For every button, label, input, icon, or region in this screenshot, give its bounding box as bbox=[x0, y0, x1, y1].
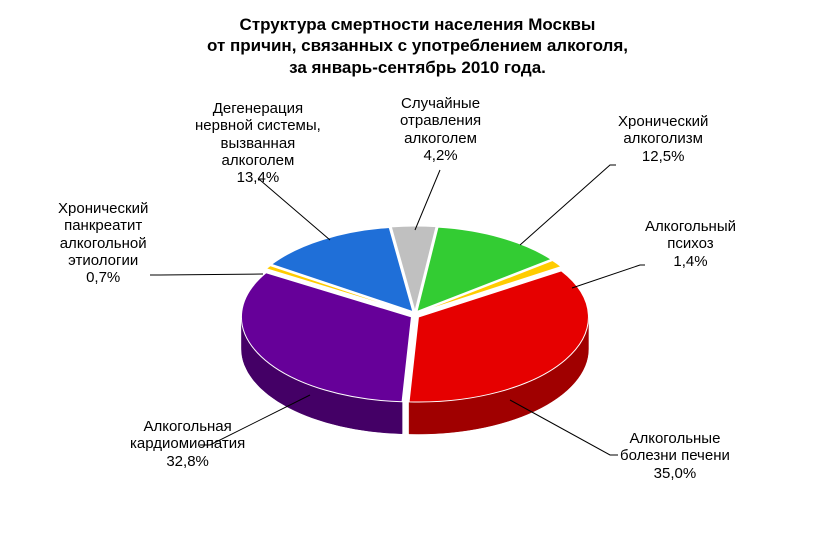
slice-label-text: Случайные отравления алкоголем bbox=[400, 95, 481, 147]
slice-label-text: Хронический алкоголизм bbox=[618, 113, 708, 148]
slice-label-text: Алкогольная кардиомиопатия bbox=[130, 418, 245, 453]
slice-label-text: Алкогольные болезни печени bbox=[620, 430, 730, 465]
leader-line bbox=[415, 170, 440, 230]
chart-canvas: Структура смертности населения Москвы от… bbox=[0, 0, 835, 533]
slice-label: Алкогольная кардиомиопатия32,8% bbox=[130, 418, 245, 470]
leader-line bbox=[150, 274, 263, 275]
slice-label-pct: 12,5% bbox=[618, 148, 708, 165]
slice-label-pct: 0,7% bbox=[58, 269, 148, 286]
slice-label: Хронический алкоголизм12,5% bbox=[618, 113, 708, 165]
leader-line bbox=[572, 265, 645, 288]
slice-label-pct: 1,4% bbox=[645, 253, 736, 270]
slice-label-text: Дегенерация нервной системы, вызванная а… bbox=[195, 100, 321, 169]
slice-label: Хронический панкреатит алкогольной этиол… bbox=[58, 200, 148, 286]
slice-label: Алкогольный психоз1,4% bbox=[645, 218, 736, 270]
slice-label: Случайные отравления алкоголем4,2% bbox=[400, 95, 481, 164]
slice-label-text: Алкогольный психоз bbox=[645, 218, 736, 253]
slice-label: Дегенерация нервной системы, вызванная а… bbox=[195, 100, 321, 186]
slice-label-pct: 13,4% bbox=[195, 169, 321, 186]
slice-label-text: Хронический панкреатит алкогольной этиол… bbox=[58, 200, 148, 269]
slice-label-pct: 35,0% bbox=[620, 465, 730, 482]
slice-label: Алкогольные болезни печени35,0% bbox=[620, 430, 730, 482]
leader-line bbox=[520, 165, 616, 245]
leader-line bbox=[258, 180, 330, 240]
slice-label-pct: 32,8% bbox=[130, 453, 245, 470]
slice-label-pct: 4,2% bbox=[400, 147, 481, 164]
